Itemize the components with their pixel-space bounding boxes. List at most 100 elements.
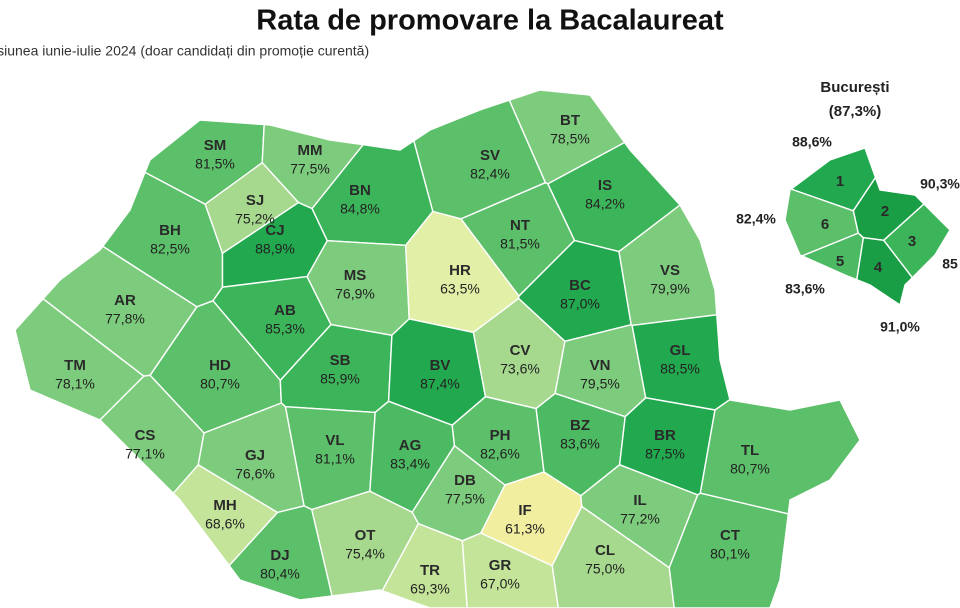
county-code: TR <box>420 562 440 579</box>
county-rate: 77,5% <box>445 491 485 507</box>
county-rate: 84,2% <box>585 196 625 212</box>
county-rate: 75,4% <box>345 546 385 562</box>
county-rate: 81,1% <box>315 451 355 467</box>
map-title: Rata de promovare la Bacalaureat <box>256 5 724 37</box>
county-rate: 82,5% <box>150 241 190 257</box>
sector-rate: 88,6% <box>792 134 832 150</box>
county-code: BC <box>569 277 591 294</box>
county-rate: 69,3% <box>410 581 450 597</box>
county-code: BZ <box>570 417 590 434</box>
county-rate: 80,1% <box>710 546 750 562</box>
county-rate: 83,4% <box>390 456 430 472</box>
county-code: AG <box>399 437 422 454</box>
county-code: NT <box>510 217 530 234</box>
county-rate: 83,6% <box>560 436 600 452</box>
county-code: CS <box>135 427 156 444</box>
county-rate: 77,8% <box>105 311 145 327</box>
county-rate: 61,3% <box>505 521 545 537</box>
county-code: GR <box>489 557 512 574</box>
county-rate: 78,5% <box>550 131 590 147</box>
sector-rate: 91,0% <box>880 319 920 335</box>
county-rate: 75,2% <box>235 211 275 227</box>
county-code: IF <box>518 502 531 519</box>
county-rate: 80,7% <box>200 376 240 392</box>
county-code: PH <box>490 427 511 444</box>
county <box>699 398 861 515</box>
sector-rate: 82,4% <box>736 211 776 227</box>
county-code: CL <box>595 542 615 559</box>
county-rate: 67,0% <box>480 576 520 592</box>
county <box>310 490 420 597</box>
county-rate: 82,6% <box>480 446 520 462</box>
county-rate: 79,9% <box>650 281 690 297</box>
county <box>228 505 333 601</box>
inset-total: (87,3%) <box>829 103 882 120</box>
county-rate: 81,5% <box>500 236 540 252</box>
county-rate: 75,0% <box>585 561 625 577</box>
county-rate: 85,3% <box>265 321 305 337</box>
county-code: CT <box>720 527 740 544</box>
county-code: VS <box>660 262 680 279</box>
county-code: HD <box>209 357 231 374</box>
county-code: DJ <box>270 547 289 564</box>
county-rate: 79,5% <box>580 376 620 392</box>
county-rate: 80,7% <box>730 461 770 477</box>
sector-number: 5 <box>836 253 844 270</box>
county-code: VL <box>325 432 344 449</box>
county-code: DB <box>454 472 476 489</box>
county-code: BV <box>430 357 451 374</box>
county-code: SM <box>204 137 227 154</box>
county-rate: 77,1% <box>125 446 165 462</box>
county-rate: 63,5% <box>440 281 480 297</box>
sector <box>882 203 951 279</box>
county-code: SB <box>330 352 351 369</box>
bucharest-inset: București (87,3%) 1 88,6% 2 90,3% 3 85 4 91,0% 5… <box>736 79 960 335</box>
county-code: AB <box>274 302 296 319</box>
sector-number: 1 <box>836 173 844 190</box>
county-rate: 87,0% <box>560 296 600 312</box>
county-code: CV <box>510 342 531 359</box>
county-rate: 80,4% <box>260 566 300 582</box>
county-rate: 78,1% <box>55 376 95 392</box>
county-rate: 87,4% <box>420 376 460 392</box>
county-code: MH <box>213 497 236 514</box>
county-rate: 77,5% <box>290 161 330 177</box>
county-rate: 85,9% <box>320 371 360 387</box>
county-code: HR <box>449 262 471 279</box>
county <box>668 492 790 608</box>
county-code: SV <box>480 147 500 164</box>
county-code: BR <box>654 427 676 444</box>
county-code: GJ <box>245 447 265 464</box>
county-rate: 73,6% <box>500 361 540 377</box>
county-code: MM <box>298 142 323 159</box>
county-rate: 82,4% <box>470 166 510 182</box>
county-rate: 76,9% <box>335 286 375 302</box>
county-code: BN <box>349 182 371 199</box>
sector-rate: 85 <box>942 256 958 272</box>
county-code: GL <box>670 342 691 359</box>
county-rate: 87,5% <box>645 446 685 462</box>
county-rate: 88,5% <box>660 361 700 377</box>
county-code: IS <box>598 177 612 194</box>
inset-title: București <box>820 79 889 96</box>
county-code: AR <box>114 292 136 309</box>
sector <box>855 236 914 307</box>
sector <box>784 188 860 257</box>
county-code: OT <box>355 527 376 544</box>
sector-rate: 90,3% <box>920 176 960 192</box>
county-code: BH <box>159 222 181 239</box>
subtitle: Sesiunea iunie-iulie 2024 (doar candidaț… <box>0 43 369 59</box>
sector-rate: 83,6% <box>785 281 825 297</box>
county-rate: 76,6% <box>235 466 275 482</box>
county-rate: 77,2% <box>620 511 660 527</box>
county-code: SJ <box>246 192 264 209</box>
county-code: BT <box>560 112 580 129</box>
sector-number: 4 <box>874 259 883 276</box>
county-code: IL <box>633 492 646 509</box>
county-code: VN <box>590 357 611 374</box>
counties: SM 81,5% MM 77,5% BT 78,5% SV 82,4% BH 82,5% SJ 75,… <box>14 89 861 608</box>
sector-number: 3 <box>908 233 916 250</box>
county-rate: 81,5% <box>195 156 235 172</box>
